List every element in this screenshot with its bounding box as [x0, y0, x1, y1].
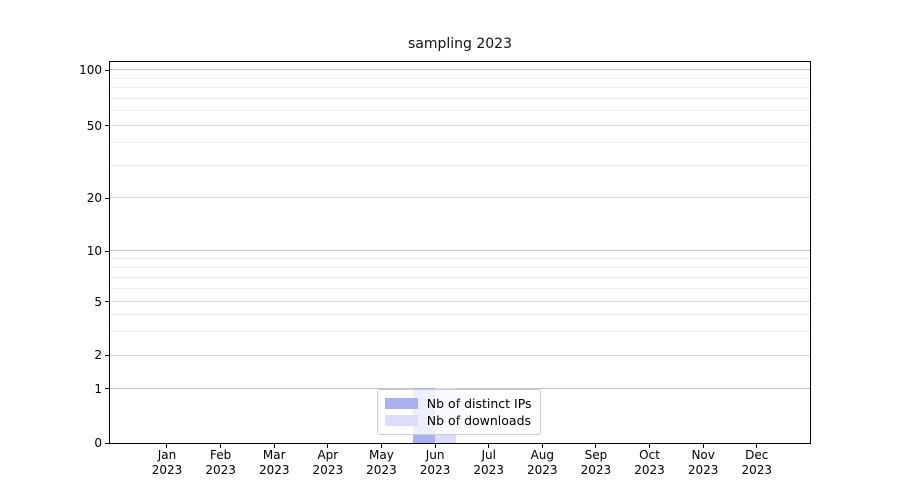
legend-item-downloads: Nb of downloads: [384, 412, 532, 429]
y-tick-label-20: 20: [86, 191, 102, 206]
legend-label-downloads: Nb of downloads: [426, 412, 532, 428]
gridline-y-minor-60: [109, 110, 810, 112]
x-tick-month: May: [369, 448, 394, 462]
x-tick-month: Oct: [639, 448, 660, 462]
x-tick-month: Jan: [157, 448, 177, 462]
x-tick-year: 2023: [366, 462, 397, 477]
x-tick-month: Mar: [262, 448, 286, 462]
x-tick-mark-jun: [434, 444, 436, 449]
x-tick-label-feb-2023: Feb 2023: [191, 448, 251, 477]
x-tick-label-mar-2023: Mar 2023: [244, 448, 304, 477]
y-tick-label-1: 1: [94, 381, 102, 396]
x-tick-mark-dec: [756, 444, 758, 449]
gridline-y-1: [109, 387, 810, 389]
x-tick-mark-sep: [595, 444, 597, 449]
x-tick-month: Apr: [317, 448, 339, 462]
gridline-y-minor-8: [109, 266, 810, 268]
gridline-y-minor-3: [109, 331, 810, 333]
y-tick-mark-2: [104, 354, 109, 356]
gridline-y-minor-6: [109, 287, 810, 289]
x-tick-year: 2023: [687, 462, 719, 477]
y-tick-label-10: 10: [86, 244, 102, 258]
y-tick-mark-0: [104, 442, 109, 444]
x-tick-month: Feb: [209, 448, 232, 462]
y-tick-mark-1: [104, 388, 109, 390]
x-tick-label-oct-2023: Oct 2023: [620, 448, 680, 477]
gridline-y-5: [109, 301, 810, 303]
x-tick-year: 2023: [580, 462, 612, 477]
x-tick-label-apr-2023: Apr 2023: [298, 448, 358, 477]
legend-swatch-downloads: [384, 414, 418, 426]
x-tick-year: 2023: [205, 462, 236, 477]
gridline-y-minor-40: [109, 142, 810, 144]
gridline-y-minor-80: [109, 87, 810, 89]
y-tick-label-2: 2: [94, 348, 102, 363]
x-tick-month: Jul: [481, 448, 496, 462]
gridline-y-10: [109, 250, 810, 252]
x-tick-mark-mar: [273, 444, 275, 449]
x-tick-year: 2023: [527, 462, 558, 477]
legend-label-distinct-ips: Nb of distinct IPs: [426, 395, 532, 411]
x-tick-label-nov-2023: Nov 2023: [673, 448, 733, 477]
y-tick-label-100: 100: [79, 63, 102, 77]
x-tick-label-jun-2023: Jun 2023: [405, 448, 465, 477]
gridline-y-minor-7: [109, 276, 810, 278]
x-tick-mark-oct: [649, 444, 651, 449]
x-tick-year: 2023: [312, 462, 344, 477]
y-tick-mark-100: [104, 69, 109, 71]
x-tick-mark-aug: [541, 444, 543, 449]
y-tick-label-0: 0: [94, 436, 102, 450]
gridline-y-minor-90: [109, 77, 810, 79]
x-tick-label-jul-2023: Jul 2023: [459, 448, 519, 477]
legend-swatch-distinct-ips: [384, 397, 418, 409]
x-tick-year: 2023: [419, 462, 451, 477]
y-tick-mark-10: [104, 250, 109, 252]
x-tick-mark-nov: [702, 444, 704, 449]
x-tick-mark-apr: [327, 444, 329, 449]
y-tick-label-50: 50: [86, 118, 102, 133]
x-tick-month: Sep: [584, 448, 608, 462]
x-tick-label-aug-2023: Aug 2023: [512, 448, 572, 477]
gridline-y-minor-30: [109, 165, 810, 167]
x-tick-mark-may: [380, 444, 382, 449]
gridline-y-100: [109, 69, 810, 71]
legend-item-distinct-ips: Nb of distinct IPs: [384, 395, 532, 412]
x-tick-month: Dec: [745, 448, 769, 462]
gridline-y-minor-9: [109, 258, 810, 260]
gridline-y-2: [109, 354, 810, 356]
x-tick-year: 2023: [741, 462, 773, 477]
x-tick-year: 2023: [258, 462, 290, 477]
x-tick-month: Jun: [425, 448, 445, 462]
legend: Nb of distinct IPs Nb of downloads: [376, 388, 541, 435]
x-tick-mark-jan: [166, 444, 168, 449]
y-tick-mark-50: [104, 125, 109, 126]
gridline-y-50: [109, 124, 810, 126]
chart-title: sampling 2023: [407, 36, 512, 52]
y-tick-mark-5: [104, 301, 109, 303]
x-tick-label-may-2023: May 2023: [351, 448, 411, 477]
plot-area: Nb of distinct IPs Nb of downloads: [108, 60, 811, 444]
x-tick-month: Nov: [691, 448, 715, 462]
x-tick-mark-feb: [220, 444, 222, 449]
x-tick-mark-jul: [488, 444, 490, 449]
x-tick-label-sep-2023: Sep 2023: [566, 448, 626, 477]
gridline-y-20: [109, 197, 810, 199]
x-tick-label-jan-2023: Jan 2023: [137, 448, 197, 477]
x-tick-month: Aug: [530, 448, 555, 462]
x-tick-year: 2023: [634, 462, 665, 477]
x-tick-year: 2023: [473, 462, 504, 477]
gridline-y-minor-4: [109, 314, 810, 316]
x-tick-year: 2023: [151, 462, 183, 477]
gridline-y-minor-70: [109, 97, 810, 99]
y-tick-mark-20: [104, 197, 109, 199]
y-tick-label-5: 5: [94, 294, 102, 309]
x-tick-label-dec-2023: Dec 2023: [727, 448, 787, 477]
